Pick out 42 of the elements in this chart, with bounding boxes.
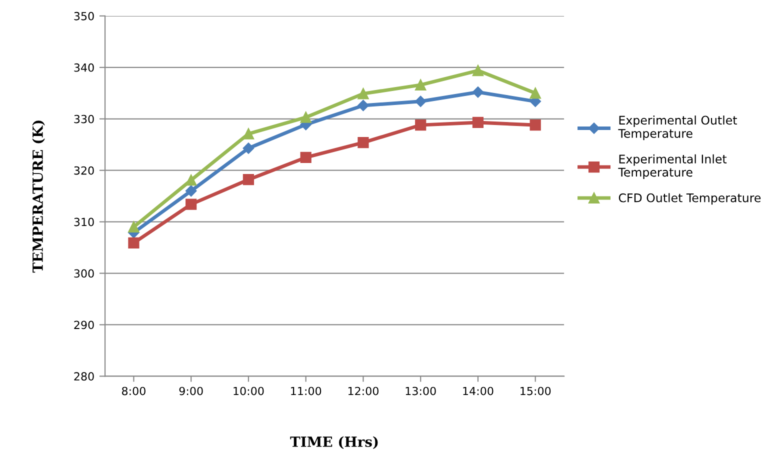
y-tick-label: 280	[74, 372, 94, 381]
y-tick-label: 310	[74, 218, 94, 226]
y-tick-label: 340	[74, 63, 94, 72]
point	[242, 142, 254, 154]
x-tick-label: 10:00	[234, 386, 264, 396]
x-tick-label: 8:00	[122, 386, 146, 396]
point	[530, 88, 541, 99]
point	[300, 152, 312, 164]
point	[358, 88, 369, 100]
point	[472, 64, 484, 76]
point	[186, 174, 197, 186]
point	[242, 128, 254, 140]
point	[128, 221, 140, 233]
x-tick-label: 9:00	[179, 386, 203, 396]
x-tick-label: 11:00	[291, 386, 322, 396]
y-axis-title: TEMPERATURE (K)	[32, 120, 45, 273]
point	[185, 185, 197, 197]
point	[128, 237, 140, 248]
y-tick-label: 350	[74, 12, 94, 20]
point	[358, 100, 369, 112]
point	[530, 120, 541, 131]
x-tick-label: 13:00	[406, 386, 436, 396]
y-tick-label: 330	[74, 114, 94, 124]
x-tick-label: 12:00	[348, 386, 378, 396]
x-tick-label: 14:00	[463, 386, 494, 396]
legend-label: Experimental Inlet Temperature	[618, 154, 727, 179]
y-tick-label: 320	[74, 166, 94, 175]
legend-label: CFD Outlet Temperature	[618, 193, 761, 205]
y-tick-label: 300	[74, 269, 94, 278]
point	[186, 198, 197, 210]
point	[415, 96, 426, 107]
point	[415, 120, 426, 131]
point	[472, 116, 484, 128]
x-tick-label: 15:00	[520, 386, 551, 396]
point	[472, 86, 484, 98]
legend-label: Experimental Outlet Temperature	[618, 116, 737, 140]
point	[300, 112, 312, 123]
point	[242, 174, 254, 186]
x-axis-title: TIME (Hrs)	[290, 436, 378, 449]
point	[415, 79, 426, 90]
point	[358, 137, 369, 148]
y-tick-label: 290	[74, 320, 94, 330]
